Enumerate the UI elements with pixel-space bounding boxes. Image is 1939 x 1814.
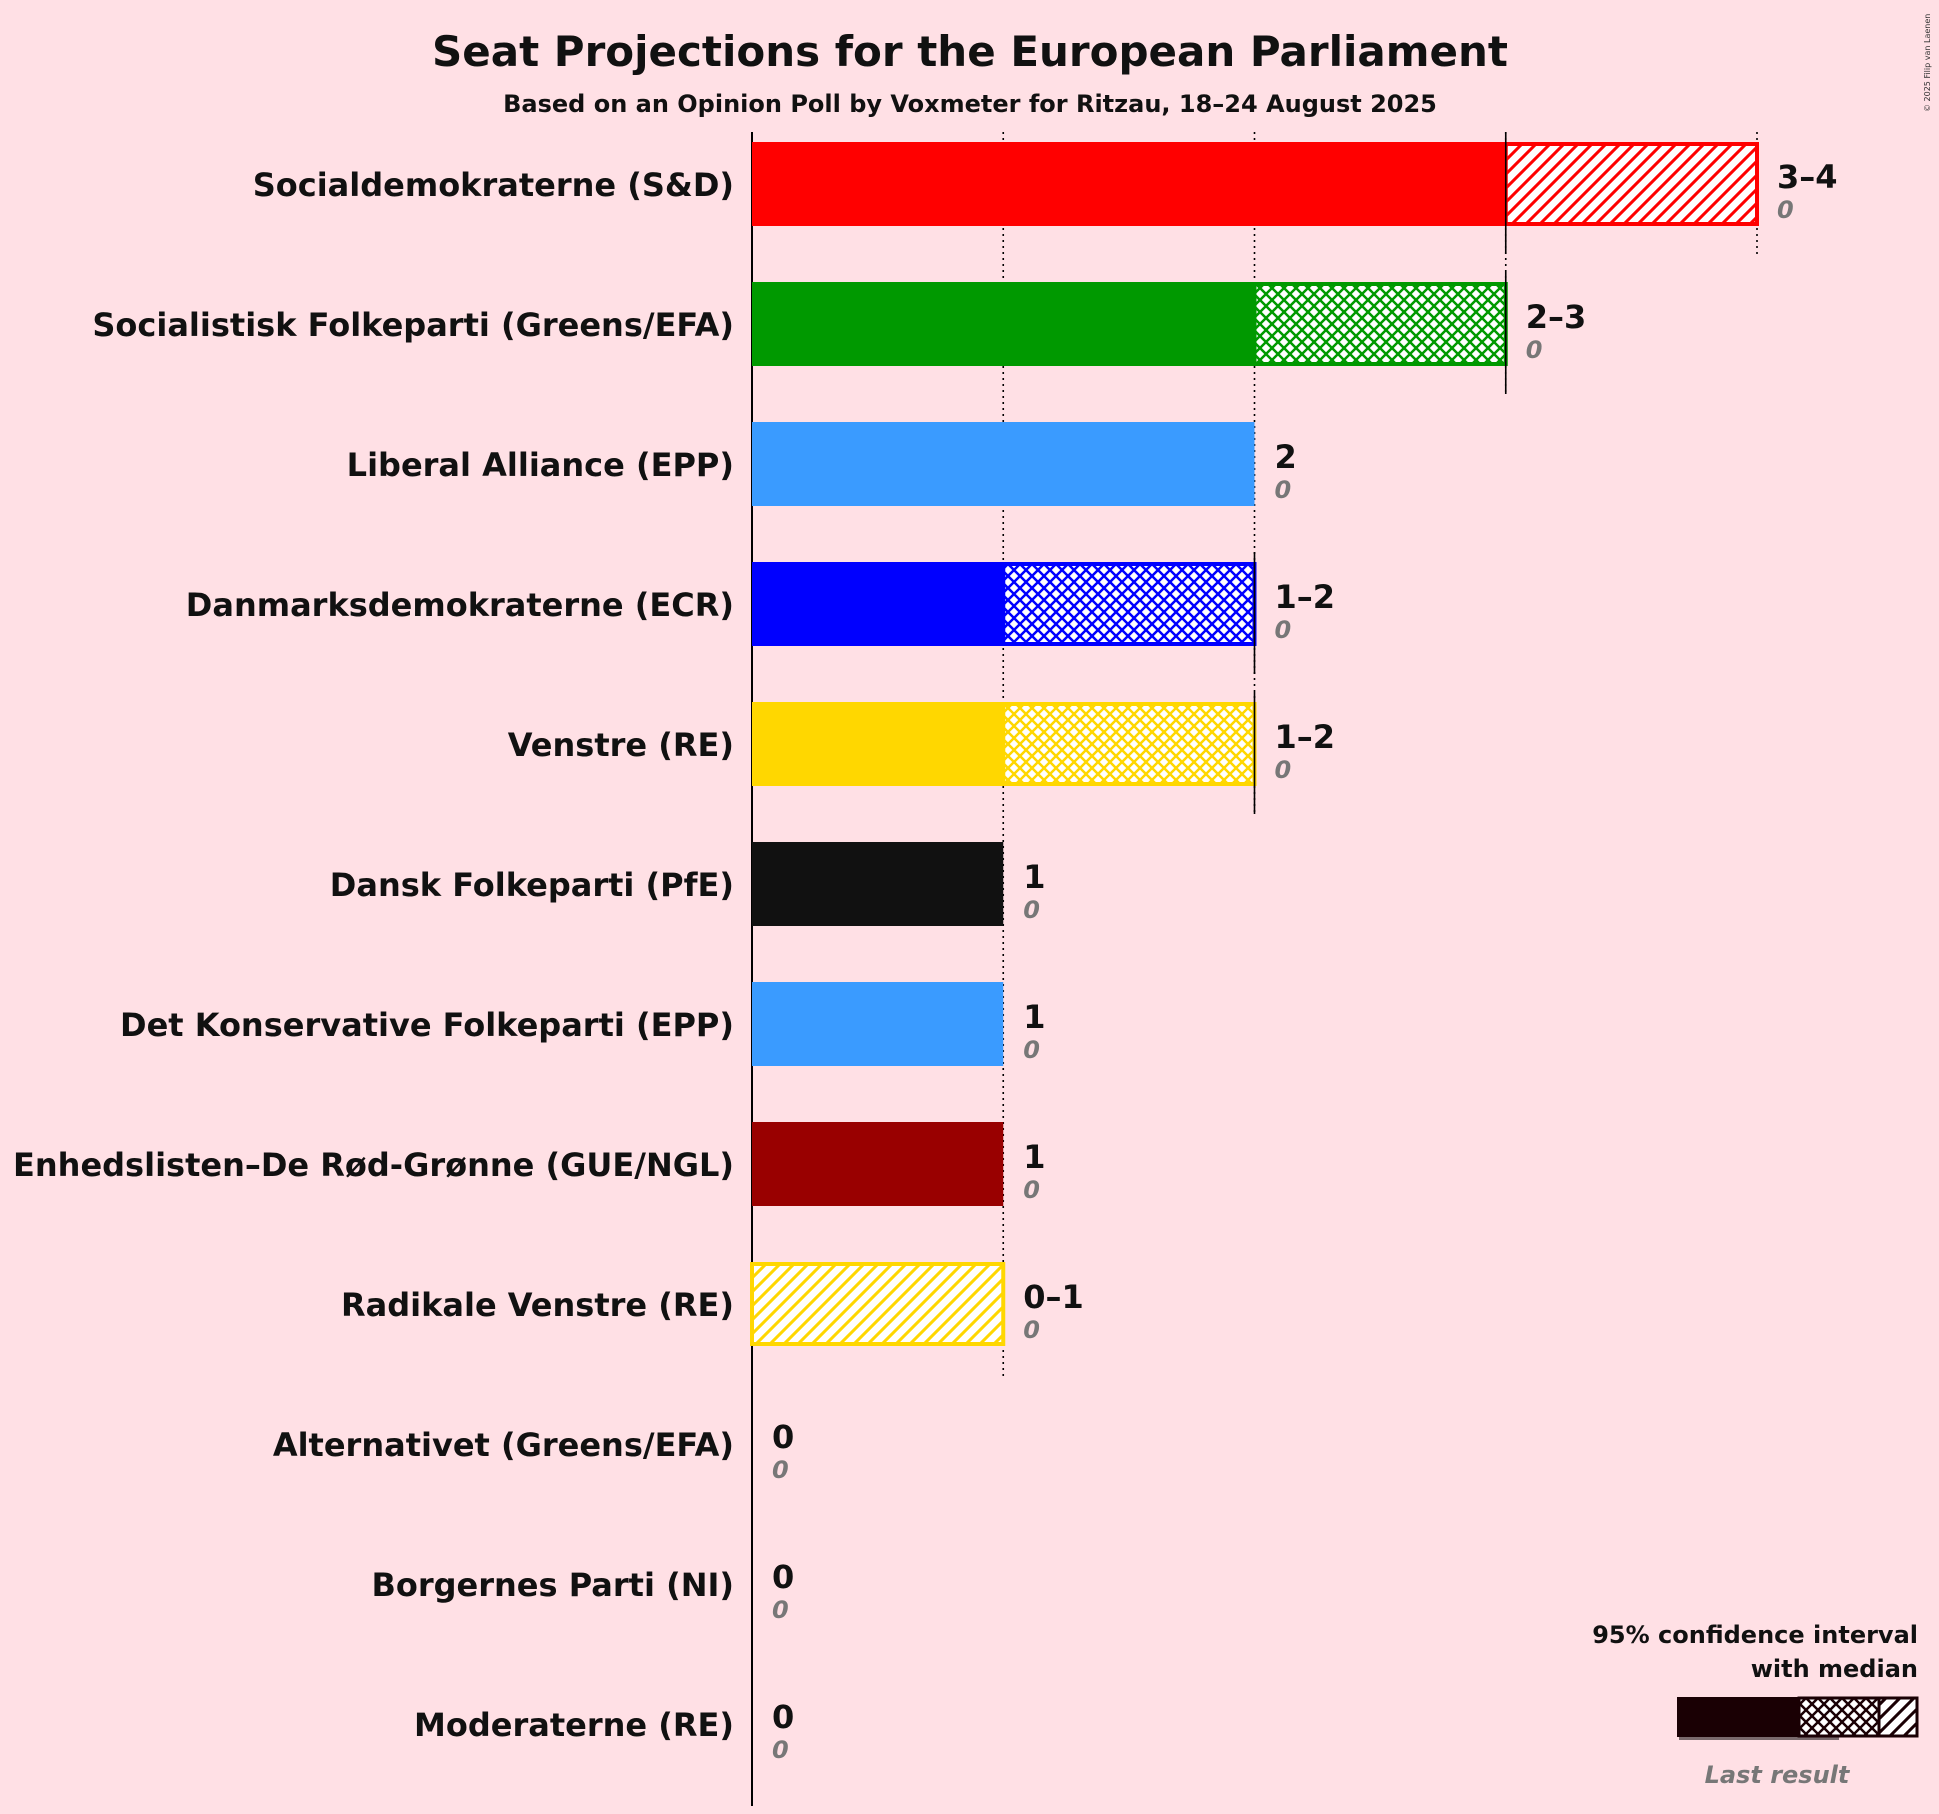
- bar-group-6: [752, 982, 1004, 1066]
- bar-group-8: [750, 1262, 1006, 1346]
- party-label: Socialistisk Folkeparti (Greens/EFA): [92, 306, 734, 344]
- range-label: 2–3: [1526, 298, 1587, 336]
- bar-group-3: [752, 552, 1257, 674]
- party-label: Danmarksdemokraterne (ECR): [186, 586, 734, 624]
- bar-solid: [752, 1122, 1004, 1206]
- bar-upper-ci: [750, 1262, 1006, 1346]
- bar-solid: [752, 282, 1255, 366]
- last-result-label: 0: [1275, 476, 1292, 504]
- legend-cross: [1797, 1696, 1881, 1738]
- party-label: Venstre (RE): [508, 726, 734, 764]
- last-result-label: 0: [772, 1596, 789, 1624]
- party-label: Borgernes Parti (NI): [371, 1566, 734, 1604]
- legend-diag: [1877, 1696, 1919, 1738]
- bar-group-0: [752, 132, 1759, 254]
- bar-solid: [752, 142, 1506, 226]
- legend-title-line2: with median: [1751, 1655, 1918, 1683]
- bar-group-5: [752, 842, 1004, 926]
- bar-group-1: [752, 272, 1508, 394]
- party-label: Radikale Venstre (RE): [341, 1286, 734, 1324]
- last-result-label: 0: [1023, 896, 1040, 924]
- range-label: 2: [1275, 438, 1297, 476]
- party-label: Dansk Folkeparti (PfE): [330, 866, 734, 904]
- gridlines: [751, 132, 1758, 1806]
- bar-lower-ci: [1252, 282, 1508, 366]
- bar-solid: [752, 842, 1004, 926]
- legend-last-result-label: Last result: [1705, 1761, 1851, 1789]
- bar-upper-ci: [1503, 142, 1759, 226]
- bar-lower-ci: [1001, 702, 1257, 786]
- bar-solid: [752, 422, 1255, 506]
- last-result-label: 0: [1023, 1316, 1040, 1344]
- range-label: 1: [1023, 1138, 1045, 1176]
- range-label: 0: [772, 1558, 794, 1596]
- range-label: 3–4: [1777, 158, 1838, 196]
- range-label: 1–2: [1275, 718, 1336, 756]
- legend-swatch: [1677, 1696, 1919, 1740]
- last-result-label: 0: [1023, 1036, 1040, 1064]
- last-result-label: 0: [1777, 196, 1794, 224]
- last-result-label: 0: [1275, 616, 1292, 644]
- party-label: Enhedslisten–De Rød-Grønne (GUE/NGL): [13, 1146, 734, 1184]
- legend: 95% confidence interval with median Last…: [1592, 1621, 1919, 1789]
- labels: Socialdemokraterne (S&D) 3–40Socialistisk…: [13, 158, 1838, 1764]
- bar-solid: [752, 562, 1004, 646]
- last-result-label: 0: [1275, 756, 1292, 784]
- legend-solid: [1677, 1697, 1799, 1737]
- range-label: 1: [1023, 858, 1045, 896]
- party-label: Alternativet (Greens/EFA): [273, 1426, 734, 1464]
- bar-group-2: [752, 422, 1255, 506]
- range-label: 0: [772, 1418, 794, 1456]
- party-label: Det Konservative Folkeparti (EPP): [120, 1006, 734, 1044]
- bar-lower-ci: [1001, 562, 1257, 646]
- party-label: Moderaterne (RE): [414, 1706, 734, 1744]
- chart-subtitle: Based on an Opinion Poll by Voxmeter for…: [503, 90, 1437, 118]
- range-label: 1–2: [1275, 578, 1336, 616]
- bar-solid: [752, 702, 1004, 786]
- last-result-label: 0: [772, 1736, 789, 1764]
- bar-group-4: [752, 692, 1257, 814]
- copyright-note: © 2025 Filip van Laenen: [1923, 14, 1932, 112]
- range-label: 0: [772, 1698, 794, 1736]
- chart-title: Seat Projections for the European Parlia…: [432, 27, 1508, 76]
- last-result-label: 0: [772, 1456, 789, 1484]
- bars: [750, 132, 1759, 1346]
- last-result-label: 0: [1023, 1176, 1040, 1204]
- range-label: 0–1: [1023, 1278, 1084, 1316]
- party-label: Socialdemokraterne (S&D): [253, 166, 734, 204]
- bar-group-7: [752, 1122, 1004, 1206]
- party-label: Liberal Alliance (EPP): [347, 446, 734, 484]
- bar-solid: [752, 982, 1004, 1066]
- range-label: 1: [1023, 998, 1045, 1036]
- last-result-label: 0: [1526, 336, 1543, 364]
- legend-title-line1: 95% confidence interval: [1592, 1621, 1918, 1649]
